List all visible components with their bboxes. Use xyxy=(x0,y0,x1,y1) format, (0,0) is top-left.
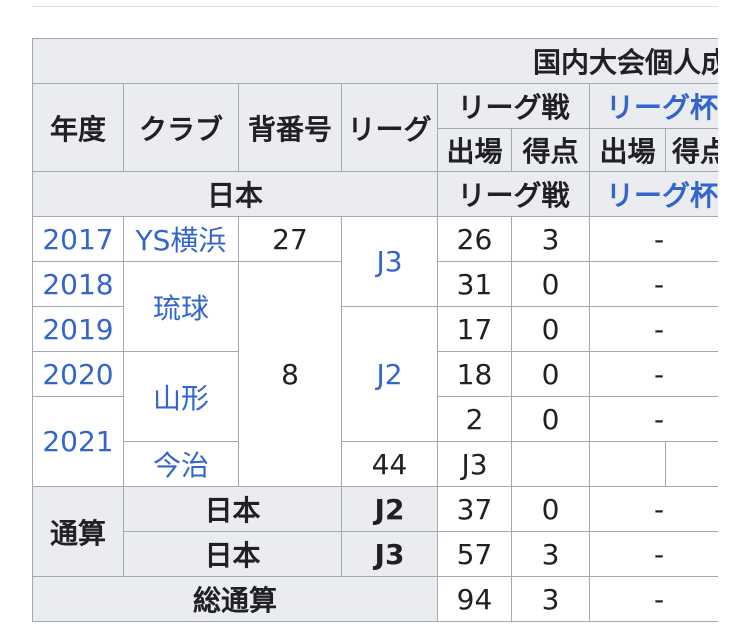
cup-stats: - xyxy=(588,306,718,352)
totals-league: J2 xyxy=(341,486,438,532)
career-stats-table: 国内大会個人成績 年度 クラブ 背番号 リーグ リーグ戦 リーグ杯 出場 得点 … xyxy=(32,38,718,622)
totals-league: J3 xyxy=(341,531,438,577)
table-row: 2017 YS横浜 27 J3 26 3 - xyxy=(32,216,718,307)
table-row: 2021 2 0 - xyxy=(32,396,718,487)
year-link[interactable]: 2020 xyxy=(32,351,124,397)
cup-stats: - xyxy=(588,396,718,442)
header-goals: 得点 xyxy=(511,128,590,172)
grand-total-apps: 94 xyxy=(437,576,512,622)
grand-total-goals: 3 xyxy=(511,576,590,622)
club-link[interactable]: 山形 xyxy=(123,351,239,442)
table-row: 今治 44 J3 - xyxy=(33,441,718,487)
league-goals: 0 xyxy=(511,351,590,397)
totals-apps: 37 xyxy=(437,486,512,532)
year-link[interactable]: 2021 xyxy=(32,396,124,487)
league-label: J3 xyxy=(437,441,512,487)
cup-stats: - xyxy=(588,216,718,262)
country-row-league-cup-link[interactable]: リーグ杯 xyxy=(588,171,718,217)
table-row: 2019 J2 17 0 - xyxy=(32,306,718,442)
header-league-matches: リーグ戦 xyxy=(437,83,590,129)
club-link[interactable]: 今治 xyxy=(123,441,239,487)
header-apps: 出場 xyxy=(437,128,512,172)
stats-table-container[interactable]: 国内大会個人成績 年度 クラブ 背番号 リーグ リーグ戦 リーグ杯 出場 得点 … xyxy=(32,38,718,622)
totals-cup: - xyxy=(588,531,718,577)
league-apps: 31 xyxy=(437,261,512,307)
totals-country: 日本 xyxy=(123,531,342,577)
totals-cup: - xyxy=(588,486,718,532)
league-apps xyxy=(511,441,590,487)
header-club: クラブ xyxy=(123,83,239,172)
table-row: 2020 山形 18 0 - xyxy=(32,351,718,442)
cup-stats: - xyxy=(588,261,718,307)
league-apps: 18 xyxy=(437,351,512,397)
cup-stats: - xyxy=(664,441,718,487)
totals-apps: 57 xyxy=(437,531,512,577)
league-goals: 0 xyxy=(511,396,590,442)
table-row: 2018 琉球 8 31 0 - xyxy=(32,261,718,487)
header-cup-goals: 得点 xyxy=(664,128,718,172)
league-goals: 0 xyxy=(511,261,590,307)
grand-total-cup: - xyxy=(588,576,718,622)
header-year: 年度 xyxy=(32,83,124,172)
country-row-league-matches: リーグ戦 xyxy=(437,171,590,217)
totals-row: 日本 J3 57 3 - xyxy=(33,531,718,577)
country-row-label: 日本 xyxy=(32,171,438,217)
league-apps: 26 xyxy=(437,216,512,262)
league-apps: 17 xyxy=(437,306,512,352)
shirt-number: 8 xyxy=(238,261,342,487)
league-link[interactable]: J3 xyxy=(341,216,438,307)
totals-label: 通算 xyxy=(32,486,124,577)
top-divider xyxy=(32,6,718,7)
header-league: リーグ xyxy=(341,83,438,172)
year-link[interactable]: 2018 xyxy=(32,261,124,307)
grand-total-label: 総通算 xyxy=(32,576,438,622)
club-link[interactable]: YS横浜 xyxy=(123,216,239,262)
club-link[interactable]: 琉球 xyxy=(123,261,239,352)
league-goals: 0 xyxy=(511,306,590,352)
grand-total-row: 総通算 94 3 - xyxy=(32,576,718,622)
header-league-cup-link[interactable]: リーグ杯 xyxy=(588,83,718,129)
year-link[interactable]: 2019 xyxy=(32,306,124,352)
header-number: 背番号 xyxy=(238,83,342,172)
league-link[interactable]: J2 xyxy=(341,306,438,442)
shirt-number: 44 xyxy=(341,441,438,487)
year-link[interactable]: 2017 xyxy=(32,216,124,262)
shirt-number: 27 xyxy=(238,216,342,262)
totals-goals: 0 xyxy=(511,486,590,532)
league-apps: 2 xyxy=(437,396,512,442)
league-goals xyxy=(589,441,666,487)
header-cup-apps: 出場 xyxy=(589,128,666,172)
league-goals: 3 xyxy=(511,216,590,262)
section-title: 国内大会個人成績 xyxy=(32,38,718,84)
totals-country: 日本 xyxy=(123,486,342,532)
totals-goals: 3 xyxy=(511,531,590,577)
cup-stats: - xyxy=(588,351,718,397)
totals-row: 通算 日本 J2 37 0 - xyxy=(32,486,718,577)
